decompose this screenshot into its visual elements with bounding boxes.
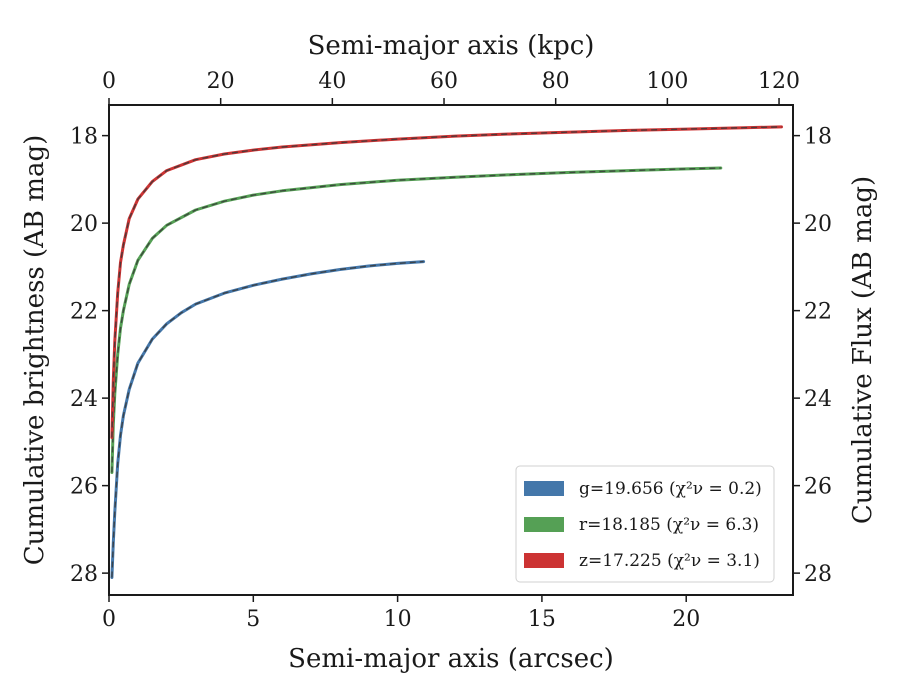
x-tick-label: 0 — [102, 607, 116, 632]
series-r-model-line — [111, 167, 721, 473]
x-tick-label: 5 — [246, 607, 260, 632]
y-right-tick-label: 26 — [804, 475, 832, 500]
legend-label-r: r=18.185 (χ²ν = 6.3) — [579, 515, 759, 535]
y-tick-label: 18 — [70, 125, 98, 150]
y-tick-label: 26 — [70, 475, 98, 500]
ticks-layer: 0 5 10 15 20 0 20 40 60 80 100 120 18 18 20 20 22 22 24 24 2… — [70, 69, 832, 632]
legend-label-g: g=19.656 (χ²ν = 0.2) — [579, 479, 762, 499]
y-right-tick-label: 24 — [804, 387, 832, 412]
legend-box — [515, 465, 775, 583]
series-g-model-line — [111, 260, 424, 578]
x-top-tick-label: 120 — [758, 69, 800, 94]
y-right-axis-title: Cumulative Flux (AB mag) — [848, 176, 878, 524]
y-axis-title: Cumulative brightness (AB mag) — [20, 135, 50, 566]
x-top-tick-label: 20 — [207, 69, 235, 94]
y-tick-label: 22 — [70, 300, 98, 325]
legend-swatch-z — [524, 553, 564, 568]
x-top-tick-label: 100 — [646, 69, 688, 94]
x-top-tick-label: 40 — [318, 69, 346, 94]
x-top-axis-title: Semi-major axis (kpc) — [308, 31, 595, 61]
x-top-tick-label: 80 — [542, 69, 570, 94]
curves-layer — [110, 125, 783, 579]
legend: g=19.656 (χ²ν = 0.2) r=18.185 (χ²ν = 6.3)… — [515, 465, 775, 583]
x-top-tick-label: 60 — [430, 69, 458, 94]
series-z-model-line — [111, 126, 782, 438]
plot-frame — [108, 104, 794, 596]
y-tick-label: 24 — [70, 387, 98, 412]
y-right-tick-label: 22 — [804, 300, 832, 325]
x-tick-label: 10 — [384, 607, 412, 632]
legend-label-z: z=17.225 (χ²ν = 3.1) — [579, 551, 760, 571]
x-top-tick-label: 0 — [102, 69, 116, 94]
x-axis-title: Semi-major axis (arcsec) — [288, 644, 614, 674]
legend-swatch-r — [524, 517, 564, 532]
y-right-tick-label: 20 — [804, 212, 832, 237]
legend-swatch-g — [524, 481, 564, 496]
y-tick-label: 20 — [70, 212, 98, 237]
y-right-tick-label: 18 — [804, 125, 832, 150]
x-tick-label: 20 — [672, 607, 700, 632]
y-tick-label: 28 — [70, 562, 98, 587]
legend-items: g=19.656 (χ²ν = 0.2) r=18.185 (χ²ν = 6.3)… — [524, 479, 762, 571]
y-right-tick-label: 28 — [804, 562, 832, 587]
x-tick-label: 15 — [528, 607, 556, 632]
